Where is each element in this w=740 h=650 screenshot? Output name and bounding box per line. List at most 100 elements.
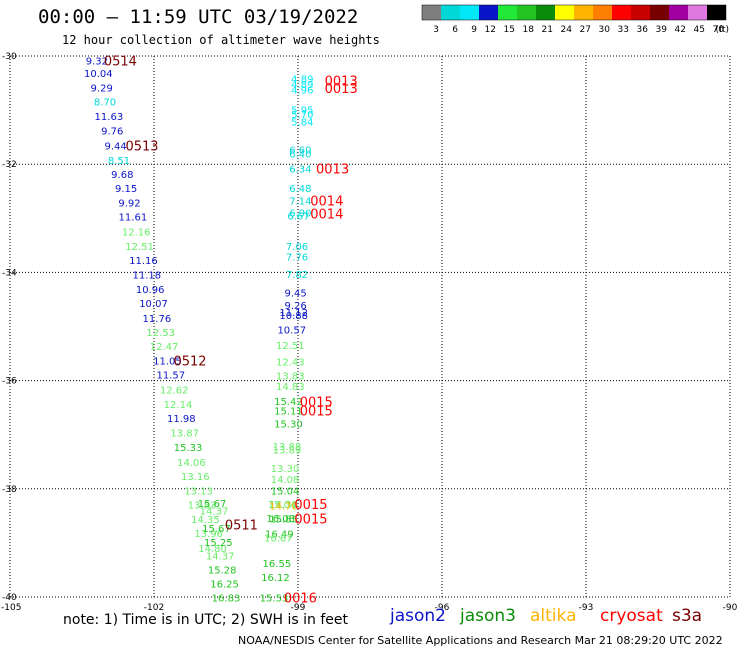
wave-height-label: 10.88 [279, 311, 308, 322]
colorbar-swatch [498, 5, 517, 20]
wave-height-label: 6.90 [289, 208, 311, 219]
wave-height-label: 15.67 [198, 499, 227, 510]
colorbar-swatch [422, 5, 441, 20]
wave-height-label: 11.12 [279, 308, 308, 319]
satellite-legend-jason2: jason2 [390, 606, 446, 626]
satellite-legend-cryosat: cryosat [600, 606, 663, 626]
wave-height-colorbar: 3 6 9 12 15 18 21 24 27 30 33 36 39 42 45 70(ft) [421, 4, 729, 35]
wave-height-label: 16.67 [264, 533, 293, 544]
lat-tick-label: -40 [2, 593, 17, 603]
wave-height-label: 7.82 [286, 270, 308, 281]
lat-tick-label: -32 [2, 160, 17, 170]
wave-height-label: 16.25 [210, 579, 239, 590]
wave-height-label: 15.42 [274, 397, 303, 408]
wave-height-label: 12.14 [164, 400, 193, 411]
colorbar-tick-label: 27 [580, 25, 591, 35]
wave-height-label: 16.49 [265, 530, 294, 541]
wave-height-label: 14.70 [269, 502, 298, 513]
footer-note: note: 1) Time is in UTC; 2) SWH is in fe… [63, 612, 349, 628]
lat-tick-label: -38 [2, 485, 17, 495]
wave-height-label: 10.96 [136, 285, 165, 296]
time-label: 0512 [173, 355, 206, 370]
wave-height-label: 11.98 [167, 414, 196, 425]
wave-height-label: 12.47 [150, 342, 179, 353]
satellite-legend-altika: altika [530, 606, 577, 626]
wave-height-label: 7.14 [289, 196, 311, 207]
wave-height-label: 15.04 [268, 500, 297, 511]
wave-height-label: 9.92 [118, 199, 140, 210]
time-label: 0513 [125, 139, 158, 154]
lat-tick-label: -34 [2, 268, 17, 278]
wave-height-label: 9.15 [115, 184, 137, 195]
wave-height-label: 5.70 [291, 110, 313, 121]
wave-height-label: 11.61 [119, 213, 148, 224]
colorbar-tick-label: 42 [675, 25, 686, 35]
lat-tick-label: -36 [2, 377, 17, 387]
wave-height-label: 13.83 [188, 500, 217, 511]
wave-height-label: 9.44 [104, 141, 126, 152]
wave-height-label: 6.67 [287, 212, 309, 223]
wave-height-label: 7.06 [286, 242, 308, 253]
wave-height-label: 9.45 [284, 288, 306, 299]
wave-height-label: 8.70 [94, 97, 116, 108]
colorbar-tick-label: 15 [504, 25, 515, 35]
time-label: 0015 [294, 513, 327, 528]
wave-height-label: 11.57 [156, 371, 185, 382]
wave-height-label: 15.11 [274, 406, 303, 417]
wave-height-label: 10.07 [139, 299, 168, 310]
wave-height-label: 16.08 [266, 514, 295, 525]
time-label: 0015 [300, 404, 333, 419]
wave-height-label: 13.89 [273, 445, 302, 456]
wave-height-label: 12.43 [276, 358, 305, 369]
wave-height-label: 14.08 [271, 475, 300, 486]
wave-height-label: 4.89 [291, 75, 313, 86]
colorbar-tick-label: 24 [561, 25, 573, 35]
wave-height-label: 11.76 [143, 314, 172, 325]
wave-height-label: 12.51 [276, 341, 305, 352]
colorbar-frame [421, 4, 727, 21]
colorbar-swatch [555, 5, 574, 20]
time-label: 0014 [310, 194, 343, 209]
wave-height-label: 13.13 [184, 486, 213, 497]
lon-tick-label: -96 [435, 603, 450, 613]
wave-height-label: 14.37 [206, 551, 235, 562]
colorbar-swatch [479, 5, 498, 20]
wave-height-label: 13.87 [170, 429, 199, 440]
wave-height-label: 9.68 [111, 170, 133, 181]
colorbar-swatch [460, 5, 479, 20]
colorbar-swatch [536, 5, 555, 20]
colorbar-swatch [650, 5, 669, 20]
wave-height-label: 15.25 [204, 538, 233, 549]
wave-height-label: 15.33 [174, 443, 203, 454]
wave-height-label: 10.57 [277, 326, 306, 337]
colorbar-tick-label: 33 [618, 25, 629, 35]
wave-height-label: 15.28 [208, 565, 237, 576]
colorbar-tick-label: 39 [656, 25, 668, 35]
wave-height-label: 13.83 [276, 372, 305, 383]
wave-height-label: 11.16 [129, 256, 158, 267]
wave-height-label: 7.76 [286, 253, 308, 264]
lat-tick-label: -30 [2, 52, 17, 62]
wave-height-label: 13.96 [194, 529, 223, 540]
colorbar-swatch [631, 5, 650, 20]
lon-tick-label: -99 [291, 603, 306, 613]
time-label: 0016 [284, 592, 317, 607]
colorbar-swatch [441, 5, 460, 20]
wave-height-label: 10.04 [84, 69, 113, 80]
wave-height-label: 6.60 [289, 146, 311, 157]
wave-height-label: 16.55 [263, 559, 292, 570]
colorbar-tick-label: 3 [433, 25, 439, 35]
colorbar-swatch [574, 5, 593, 20]
page-title: 00:00 – 11:59 UTC 03/19/2022 [38, 6, 359, 28]
wave-height-label: 9.26 [284, 301, 306, 312]
colorbar-swatch [669, 5, 688, 20]
footer-credit: NOAA/NESDIS Center for Satellite Applica… [238, 634, 723, 647]
wave-height-label: 9.76 [101, 127, 123, 138]
wave-height-label: 15.85 [269, 515, 298, 526]
wave-height-label: 12.62 [160, 385, 189, 396]
colorbar-tick-label: 12 [485, 25, 496, 35]
wave-height-label: 16.83 [212, 594, 241, 605]
time-label: 0013 [325, 82, 358, 97]
